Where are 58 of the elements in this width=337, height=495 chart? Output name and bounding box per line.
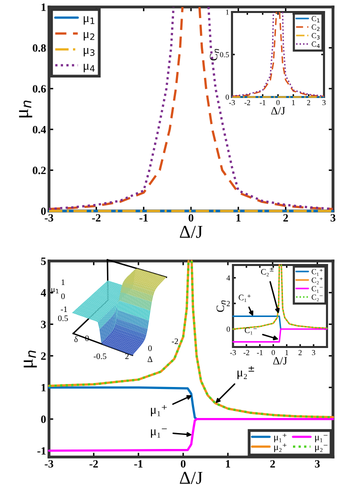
x-axis-title: Δ/J — [271, 107, 286, 115]
annotation: C₁⁺ — [238, 294, 251, 302]
annotation: 0 — [148, 345, 152, 352]
x-tick-label: 0 — [188, 214, 194, 222]
annotation: μ₁⁻ — [150, 428, 167, 438]
y-tick-label: 0 — [41, 207, 46, 215]
annotation: -2 — [172, 338, 178, 344]
x-tick-label: 3 — [314, 460, 320, 468]
annotation: -1 — [60, 306, 67, 312]
x-tick-label: 1 — [236, 214, 241, 222]
y-tick-label: 5 — [41, 258, 46, 265]
annotation: 0.5 — [58, 315, 68, 322]
x-axis-title: Δ/J — [180, 226, 202, 238]
y-tick-label: 0.6 — [32, 85, 46, 93]
x-axis-title: Δ/J — [273, 357, 288, 365]
annotation: μ₂$^{±}$ — [238, 366, 254, 380]
x-tick-label: 0 — [180, 460, 186, 468]
legend-label: μ$_{3}$ — [84, 48, 94, 56]
legend-label: μ$_{1}$ — [84, 16, 94, 25]
line-series — [48, 418, 334, 452]
legend-label: μ$_{2}$ — [84, 32, 94, 41]
x-tick-label: 2 — [270, 460, 275, 468]
y-tick-label: 1 — [42, 4, 46, 11]
legend-label: μ₁⁻ — [315, 435, 328, 442]
y-axis-title: C$_{n}$ — [210, 48, 220, 60]
legend-label: μ₂⁻ — [315, 444, 328, 452]
annotation: 1 — [62, 280, 65, 286]
y-tick-label: 0 — [41, 416, 46, 424]
x-tick-label: -2 — [90, 460, 98, 468]
x-tick-label: 2 — [283, 214, 288, 222]
y-tick-label: 1 — [42, 384, 46, 392]
x-tick-label: -3 — [44, 460, 54, 468]
x-tick-label: 3 — [330, 214, 336, 222]
y-axis-title: μ$_{n}$ — [19, 100, 32, 118]
x-tick-label: -1 — [134, 460, 142, 468]
annotation: δ — [74, 336, 78, 342]
y-tick-label: -1 — [37, 447, 46, 455]
legend-label: μ$_{4}$ — [84, 64, 95, 72]
annotation: C₂$^{±}$ — [261, 268, 274, 276]
x-axis-title: Δ/J — [180, 472, 202, 484]
legend-label: μ₂⁺ — [274, 443, 287, 452]
annotation: C₁⁻ — [244, 327, 257, 335]
y-tick-label: 0.2 — [32, 166, 46, 174]
annotation: μ₁⁺ — [150, 405, 167, 416]
annotation: 0 — [61, 293, 65, 300]
x-tick-label: -2 — [92, 214, 100, 222]
x-tick-label: -3 — [44, 214, 54, 222]
annotation: Δ — [148, 356, 152, 362]
y-axis-title: C$_{n}$ — [216, 300, 226, 312]
y-tick-label: 3 — [41, 320, 46, 328]
y-tick-label: 4 — [40, 289, 46, 296]
annotation: -0.5 — [94, 353, 106, 360]
y-axis-title: μ$_{n}$ — [24, 350, 37, 368]
y-tick-label: 0.4 — [32, 126, 46, 134]
y-tick-label: 0.8 — [32, 44, 46, 52]
line-series — [48, 386, 198, 420]
legend-label: μ₁⁺ — [274, 434, 287, 442]
x-tick-label: -1 — [139, 214, 148, 222]
